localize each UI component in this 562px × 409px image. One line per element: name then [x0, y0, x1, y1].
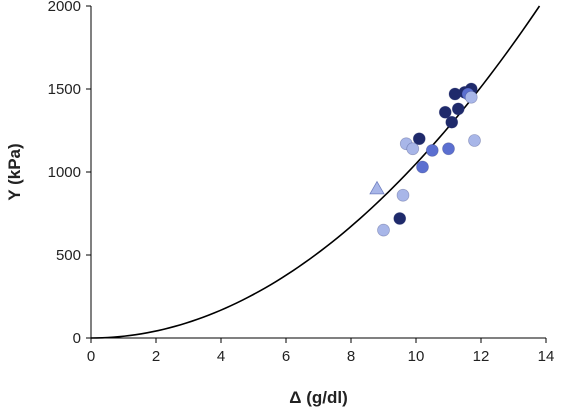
y-axis-title: Y (kPa)	[5, 143, 24, 200]
x-tick-label: 4	[217, 348, 225, 365]
x-tick-label: 2	[152, 348, 160, 365]
data-point	[396, 188, 410, 202]
data-point	[438, 105, 452, 119]
data-point	[451, 102, 465, 116]
y-tick-label: 0	[73, 330, 81, 347]
x-tick-label: 8	[347, 348, 355, 365]
data-points-layer	[369, 82, 481, 237]
data-point	[377, 223, 390, 237]
data-point	[464, 90, 478, 104]
data-point	[406, 142, 420, 156]
data-point	[393, 212, 407, 225]
x-tick-label: 14	[538, 348, 555, 365]
data-point	[442, 142, 455, 156]
data-point	[468, 134, 481, 147]
data-point	[445, 115, 459, 129]
tick-labels: 0 2 4 6 8 10 12 14 0 500 1000 1500 2000	[48, 0, 555, 365]
data-point	[416, 160, 429, 174]
x-tick-label: 6	[282, 348, 290, 365]
y-tick-label: 1500	[48, 81, 81, 98]
y-tick-label: 1000	[48, 164, 81, 181]
fit-curve-layer	[90, 5, 541, 339]
y-tick-label: 500	[56, 247, 81, 264]
fit-curve-line	[90, 5, 541, 339]
x-tick-label: 0	[87, 348, 95, 365]
data-point-triangle	[369, 180, 385, 195]
data-point	[425, 144, 439, 157]
x-axis-title: Δ (g/dl)	[289, 388, 347, 407]
y-tick-label: 2000	[48, 0, 81, 15]
data-point	[412, 132, 426, 146]
x-tick-label: 10	[408, 348, 425, 365]
x-tick-label: 12	[473, 348, 490, 365]
axes	[86, 5, 547, 343]
